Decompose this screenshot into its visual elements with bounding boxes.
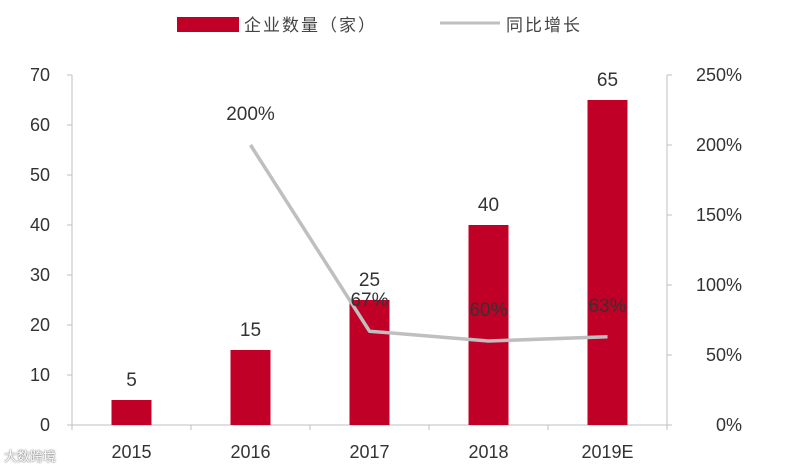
right-tick-label: 150% [696, 205, 742, 225]
x-axis-ticks: 2015 2016 2017 2018 2019E [71, 425, 668, 462]
bar-2016 [230, 350, 271, 425]
growth-value-label: 60% [469, 300, 507, 321]
bar-2017 [349, 300, 390, 425]
left-tick-label: 40 [30, 215, 50, 235]
bar-2019E [587, 100, 628, 425]
left-tick-label: 0 [40, 415, 50, 435]
bar-value-label: 40 [478, 195, 499, 216]
bar-2015 [111, 400, 152, 425]
bar-value-label: 25 [359, 270, 380, 291]
left-tick-label: 20 [30, 315, 50, 335]
x-tick-label: 2016 [230, 442, 270, 462]
left-tick-label: 60 [30, 115, 50, 135]
growth-value-label: 67% [350, 290, 388, 311]
right-tick-label: 200% [696, 135, 742, 155]
growth-line [249, 144, 608, 343]
bar-value-label: 65 [597, 70, 618, 91]
legend-bar-swatch [177, 17, 239, 32]
x-tick-label: 2018 [468, 442, 508, 462]
legend-bar-label: 企业数量（家） [244, 16, 377, 36]
x-tick-label: 2017 [349, 442, 389, 462]
growth-value-label: 63% [588, 296, 626, 317]
bar-value-label: 5 [126, 370, 137, 391]
watermark-logo: 大数跨境 [4, 450, 57, 465]
right-tick-label: 250% [696, 65, 742, 85]
bar-2018 [468, 225, 509, 425]
left-tick-label: 50 [30, 165, 50, 185]
x-tick-label: 2015 [111, 442, 151, 462]
right-tick-label: 100% [696, 275, 742, 295]
growth-line-series [249, 144, 608, 343]
left-axis-ticks: 0 10 20 30 40 50 60 70 [30, 65, 72, 435]
bar-series [111, 100, 628, 425]
legend-line-label: 同比增长 [506, 16, 582, 36]
bar-value-label: 15 [240, 320, 261, 341]
right-axis-ticks: 0% 50% 100% 150% 200% 250% [667, 65, 742, 435]
right-tick-label: 50% [706, 345, 742, 365]
growth-value-label: 200% [226, 104, 275, 125]
legend: 企业数量（家） 同比增长 [177, 16, 582, 36]
data-labels: 5 15 25 40 65 200% 67% 60% 63% [126, 70, 626, 391]
x-tick-label: 2019E [581, 442, 633, 462]
left-tick-label: 70 [30, 65, 50, 85]
left-tick-label: 10 [30, 365, 50, 385]
right-tick-label: 0% [716, 415, 742, 435]
left-tick-label: 30 [30, 265, 50, 285]
